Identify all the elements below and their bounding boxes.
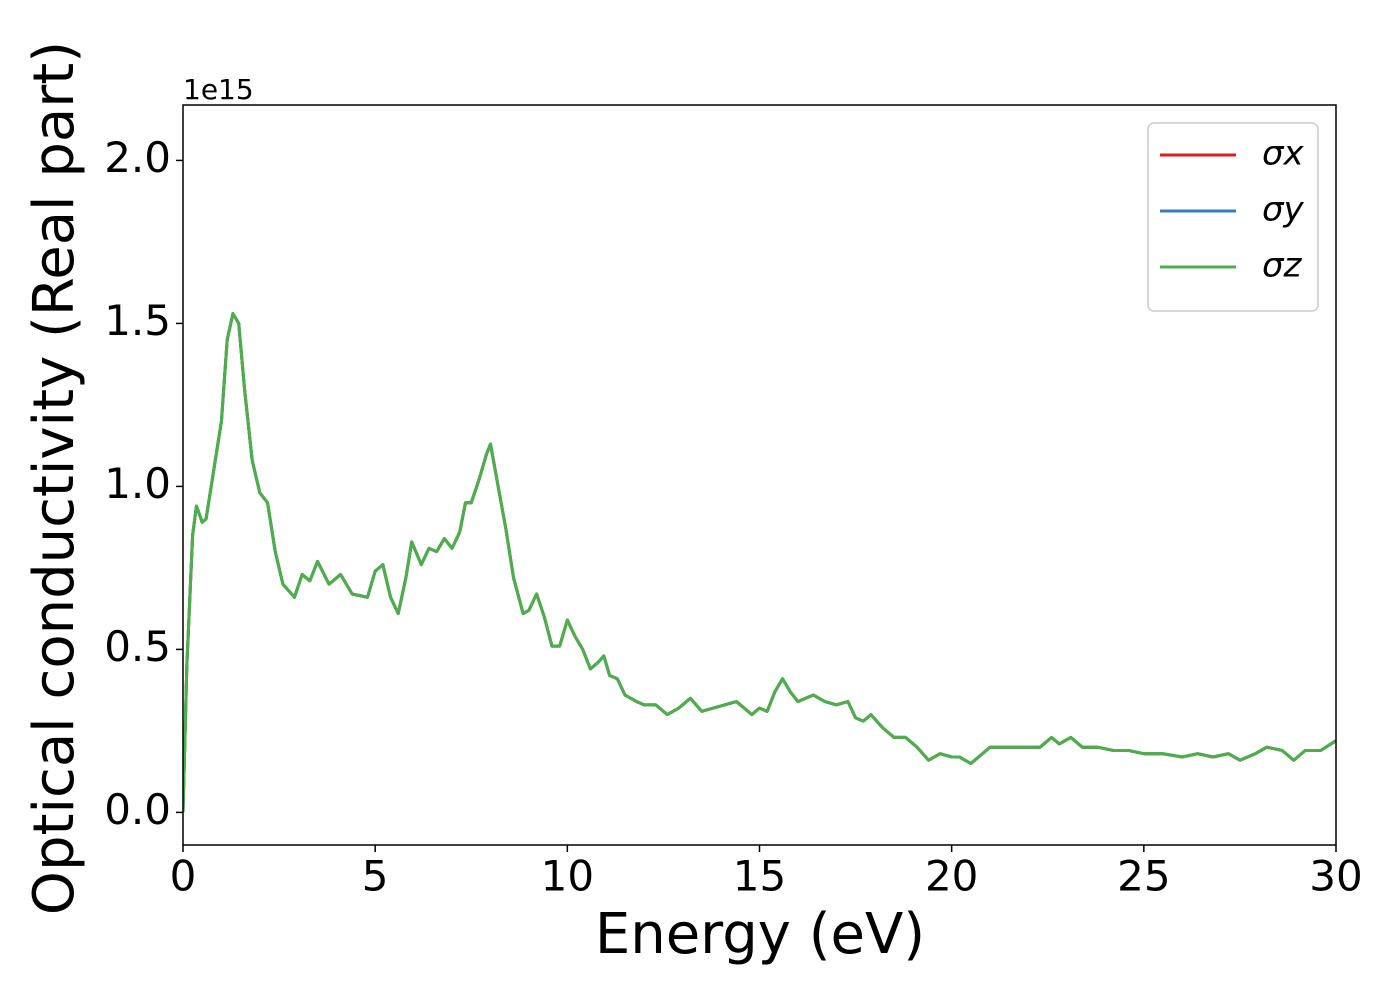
y-tick-label: 1.0 [104, 459, 171, 508]
y-tick-label: 2.0 [104, 133, 171, 182]
x-tick-label: 10 [541, 852, 594, 901]
x-tick-label: 25 [1117, 852, 1170, 901]
y-tick-label: 1.5 [104, 296, 171, 345]
x-tick-label: 30 [1309, 852, 1362, 901]
y-tick-label: 0.0 [104, 785, 171, 834]
plot-frame [182, 104, 1337, 846]
legend-label: σx [1262, 134, 1305, 174]
y-offset-label: 1e15 [183, 73, 254, 106]
legend-label: σz [1262, 246, 1303, 286]
series-line [183, 312, 1336, 813]
y-tick-label: 0.5 [104, 622, 171, 671]
legend-box [1147, 122, 1319, 312]
series-line [183, 312, 1336, 813]
y-axis-label: Optical conductivity (Real part) [22, 41, 87, 915]
x-tick-label: 0 [170, 852, 197, 901]
x-tick-label: 5 [362, 852, 389, 901]
series-line [183, 312, 1336, 813]
x-axis-label: Energy (eV) [595, 902, 925, 967]
x-tick-label: 20 [925, 852, 978, 901]
legend-label: σy [1262, 190, 1305, 230]
x-tick-label: 15 [733, 852, 786, 901]
